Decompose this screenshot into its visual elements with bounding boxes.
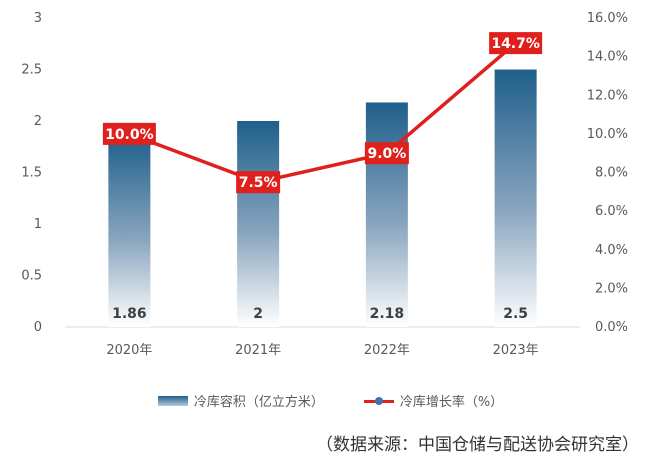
bar [494, 69, 537, 327]
bar-value-label: 1.86 [112, 306, 147, 322]
source-note: （数据来源：中国仓储与配送协会研究室） [316, 435, 639, 455]
y-left-tick-label: 1.5 [21, 166, 42, 181]
y-right-tick-label: 14.0% [587, 50, 628, 65]
legend-line-label: 冷库增长率（%） [399, 395, 504, 410]
data-label-box [102, 122, 156, 145]
line-value-label: 7.5% [239, 175, 278, 191]
legend: 冷库容积（亿立方米） 冷库增长率（%） [0, 391, 661, 410]
data-label-box [489, 32, 543, 55]
y-right-tick-label: 12.0% [587, 88, 628, 103]
y-right-tick-label: 0.0% [595, 320, 628, 335]
bar [237, 121, 280, 327]
line-value-label: 10.0% [105, 127, 154, 143]
y-right-tick-label: 8.0% [595, 166, 628, 181]
legend-bar-label: 冷库容积（亿立方米） [193, 395, 324, 410]
y-right-tick-label: 10.0% [587, 127, 628, 142]
y-right-tick-label: 16.0% [587, 11, 628, 26]
bar-value-label: 2.18 [370, 306, 405, 322]
y-right-tick-label: 6.0% [595, 204, 628, 219]
bar-value-label: 2.5 [503, 306, 528, 322]
bar-value-label: 2 [253, 306, 263, 322]
line-value-label: 9.0% [367, 146, 406, 162]
x-tick-label: 2021年 [235, 343, 281, 358]
legend-item-capacity: 冷库容积（亿立方米） [157, 391, 324, 410]
legend-line-swatch [363, 396, 394, 406]
y-left-tick-label: 1 [34, 217, 42, 232]
legend-item-growth: 冷库增长率（%） [363, 391, 504, 410]
y-left-tick-label: 2.5 [21, 63, 42, 78]
combo-chart: 0 0.5 1 1.5 2 2.5 3 0.0% 2.0% 4.0% 6.0% 8.0% 10.0% 12… [21, 11, 628, 358]
y-left-tick-label: 3 [34, 11, 42, 26]
y-left-tick-label: 0.5 [21, 269, 42, 284]
y-right-tick-label: 2.0% [595, 281, 628, 296]
data-label-box [364, 142, 409, 165]
x-tick-label: 2022年 [364, 343, 410, 358]
line-value-label: 14.7% [491, 36, 540, 52]
y-left-tick-label: 2 [34, 114, 42, 129]
bar [108, 135, 151, 327]
y-left-tick-label: 0 [34, 320, 42, 335]
x-tick-label: 2020年 [106, 343, 152, 358]
bar [365, 102, 408, 328]
x-tick-label: 2023年 [493, 343, 539, 358]
y-right-tick-label: 4.0% [595, 243, 628, 258]
data-label-box [236, 171, 281, 194]
legend-bar-swatch [157, 395, 188, 406]
growth-line [128, 41, 517, 184]
